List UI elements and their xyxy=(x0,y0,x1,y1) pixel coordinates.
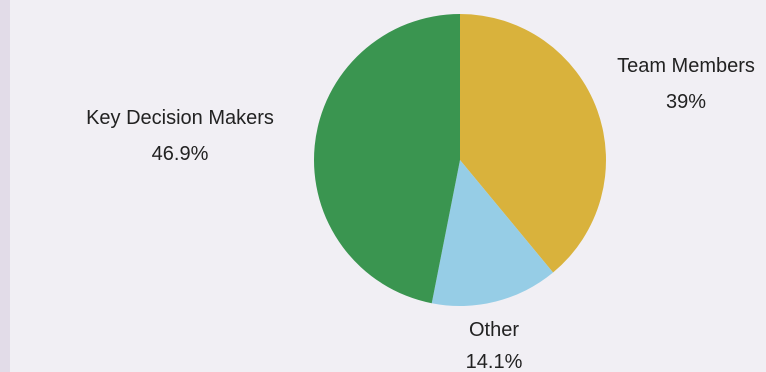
slice-value-key-decision-makers: 46.9% xyxy=(152,143,209,165)
slice-value-team-members: 39% xyxy=(666,91,706,113)
slice-label-key-decision-makers: Key Decision Makers xyxy=(86,107,274,129)
pie-slice-team-members xyxy=(460,14,606,273)
pie-slice-other xyxy=(431,160,554,306)
slice-label-other: Other xyxy=(469,319,519,341)
slice-label-team-members: Team Members xyxy=(617,55,755,77)
pie-chart: Team Members 39% Other 14.1% Key Decisio… xyxy=(86,14,755,372)
pie-slice-key-decision-makers xyxy=(313,14,460,304)
pie-slices xyxy=(313,14,606,306)
slice-value-other: 14.1% xyxy=(466,351,523,372)
